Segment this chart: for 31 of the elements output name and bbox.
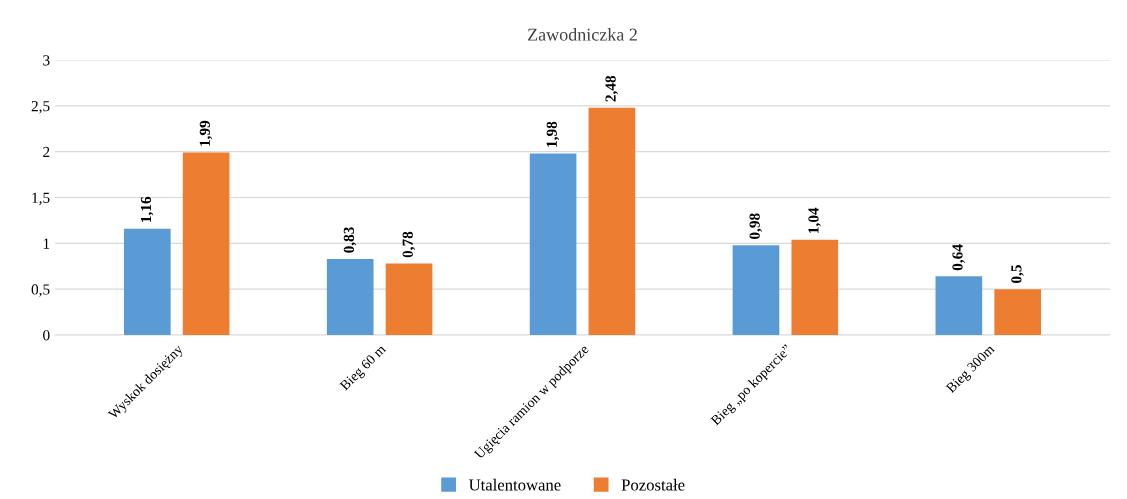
legend-label: Utalentowane	[468, 478, 561, 491]
bar	[182, 152, 230, 335]
data-label: 0,83	[343, 227, 357, 253]
data-label: 0,5	[1011, 265, 1024, 284]
y-tick-label: 2,5	[31, 101, 50, 114]
data-label: 1,04	[808, 207, 821, 233]
legend-label: Pozostałe	[621, 478, 685, 491]
data-label: 1,99	[199, 120, 213, 146]
y-tick-label: 1,5	[32, 192, 50, 206]
bar	[385, 263, 433, 335]
bar	[588, 107, 636, 335]
y-tick-label: 1	[43, 238, 50, 249]
bar	[123, 228, 171, 335]
data-label: 0,98	[749, 213, 763, 240]
data-label: 1,16	[140, 196, 154, 222]
y-tick-label: 3	[43, 55, 50, 66]
y-tick-label: 0,5	[31, 284, 50, 297]
bar	[732, 245, 780, 335]
chart-title: Zawodniczka 2	[527, 28, 637, 41]
data-label: 1,98	[546, 121, 560, 147]
bar	[935, 276, 983, 335]
bar	[994, 289, 1042, 335]
x-tick-label: Bieg 60 m	[339, 343, 389, 393]
bar	[791, 239, 839, 335]
data-label: 2,48	[605, 75, 618, 102]
data-label: 0,78	[402, 231, 416, 258]
bar	[529, 153, 577, 335]
data-label: 0,64	[952, 244, 965, 271]
bar	[326, 258, 374, 335]
y-tick-label: 0	[43, 330, 50, 341]
y-tick-label: 2	[43, 146, 50, 157]
